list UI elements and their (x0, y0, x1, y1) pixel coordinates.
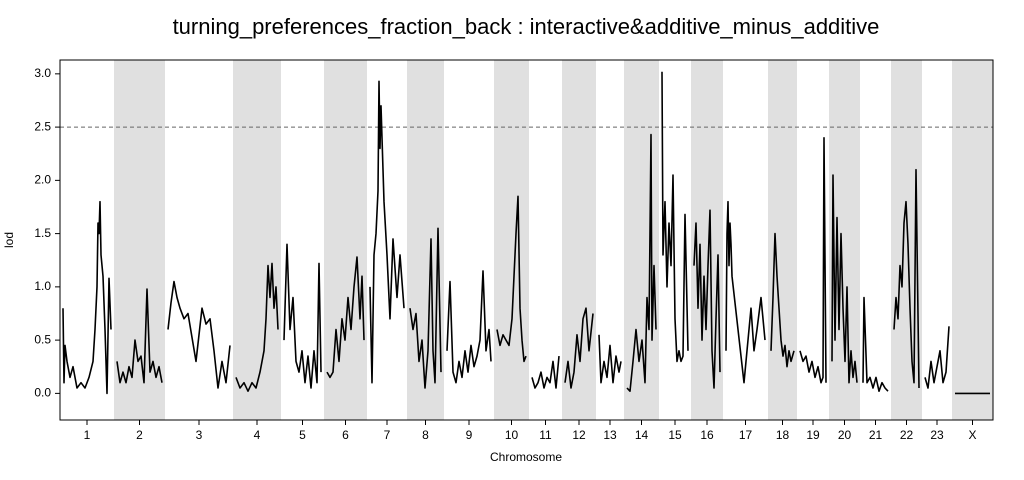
x-tick-label: 21 (869, 428, 883, 442)
x-tick-label: 7 (384, 428, 391, 442)
y-tick-label: 3.0 (34, 66, 51, 80)
chromosome-shade (952, 60, 993, 420)
lod-line (62, 200, 112, 395)
x-tick-label: 8 (422, 428, 429, 442)
lod-line (167, 280, 231, 389)
x-tick-label: 3 (196, 428, 203, 442)
chromosome-shade (114, 60, 165, 420)
x-tick-label: 20 (838, 428, 852, 442)
lod-line (799, 137, 827, 384)
x-axis-label: Chromosome (490, 450, 562, 464)
lod-line (409, 227, 442, 389)
lod-line (564, 307, 594, 389)
x-tick-label: X (968, 428, 976, 442)
lod-line (725, 200, 766, 384)
lod-line (862, 296, 889, 392)
lod-line (446, 270, 492, 384)
y-tick-label: 0.5 (34, 332, 51, 346)
lod-line (235, 262, 279, 392)
chart-title: turning_preferences_fraction_back : inte… (173, 14, 880, 39)
lod-line (693, 209, 721, 389)
lod-line (496, 195, 527, 363)
lod-line (661, 71, 689, 363)
x-tick-label: 9 (466, 428, 473, 442)
lod-line (531, 356, 560, 389)
lod-line (893, 168, 920, 389)
lod-line (326, 256, 365, 379)
x-tick-label: 4 (254, 428, 261, 442)
x-tick-label: 5 (299, 428, 306, 442)
lod-line (770, 232, 795, 368)
x-tick-label: 6 (342, 428, 349, 442)
x-tick-label: 12 (572, 428, 586, 442)
chromosome-shade (324, 60, 367, 420)
x-tick-label: 17 (739, 428, 753, 442)
x-tick-label: 23 (930, 428, 944, 442)
y-tick-label: 0.0 (34, 386, 51, 400)
x-tick-label: 15 (668, 428, 682, 442)
x-tick-label: 18 (776, 428, 790, 442)
x-tick-label: 19 (806, 428, 820, 442)
lod-line (116, 288, 163, 384)
x-tick-label: 22 (900, 428, 914, 442)
y-tick-label: 1.5 (34, 226, 51, 240)
lod-line (598, 334, 622, 384)
y-tick-label: 1.0 (34, 279, 51, 293)
x-tick-label: 13 (603, 428, 617, 442)
x-tick-label: 1 (84, 428, 91, 442)
x-tick-label: 10 (505, 428, 519, 442)
chromosome-shade (233, 60, 281, 420)
y-tick-label: 2.0 (34, 173, 51, 187)
lod-line (283, 243, 322, 389)
plot-border (59, 59, 994, 421)
lod-line (831, 174, 858, 384)
lod-line (369, 80, 405, 384)
chromosome-shade (624, 60, 659, 420)
lod-line (626, 133, 657, 392)
lod-line (924, 326, 950, 389)
chromosome-shade (562, 60, 596, 420)
x-tick-label: 16 (700, 428, 714, 442)
chromosome-shade (768, 60, 797, 420)
y-axis-label: lod (2, 232, 16, 248)
x-tick-label: 14 (635, 428, 649, 442)
x-tick-label: 11 (539, 428, 552, 442)
x-tick-label: 2 (136, 428, 143, 442)
chromosome-shade (494, 60, 529, 420)
y-tick-label: 2.5 (34, 119, 51, 133)
